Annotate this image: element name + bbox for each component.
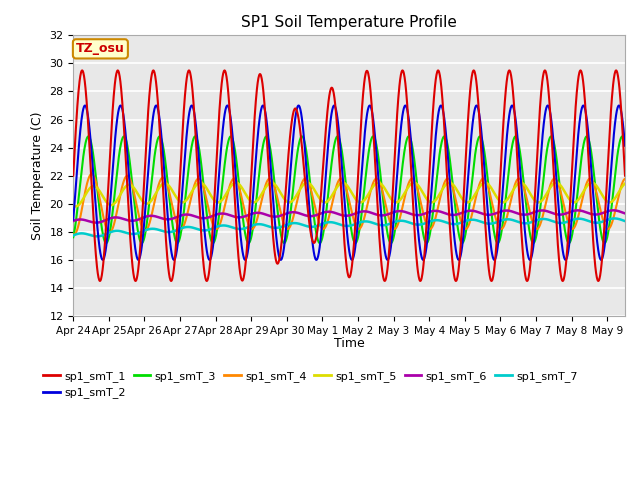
sp1_smT_2	[621, 143, 629, 149]
sp1_smT_4	[229, 176, 237, 182]
sp1_smT_6	[548, 210, 556, 216]
sp1_smT_3	[512, 133, 520, 139]
sp1_smT_5	[69, 203, 77, 209]
sp1_smT_2	[168, 254, 176, 260]
sp1_smT_5	[621, 181, 629, 187]
sp1_smT_6	[229, 213, 237, 219]
sp1_smT_5	[279, 194, 287, 200]
sp1_smT_7	[69, 232, 77, 238]
sp1_smT_1	[621, 173, 629, 179]
sp1_smT_6	[169, 216, 177, 221]
sp1_smT_4	[69, 231, 77, 237]
Line: sp1_smT_3: sp1_smT_3	[73, 136, 625, 243]
Line: sp1_smT_4: sp1_smT_4	[73, 174, 625, 235]
sp1_smT_4	[488, 197, 495, 203]
sp1_smT_5	[169, 189, 177, 194]
sp1_smT_2	[228, 132, 236, 137]
sp1_smT_4	[169, 206, 177, 212]
sp1_smT_4	[180, 223, 188, 229]
Line: sp1_smT_5: sp1_smT_5	[73, 183, 625, 206]
sp1_smT_2	[437, 103, 445, 108]
sp1_smT_6	[69, 218, 77, 224]
sp1_smT_1	[180, 113, 188, 119]
Line: sp1_smT_7: sp1_smT_7	[73, 218, 625, 236]
Legend: sp1_smT_1, sp1_smT_2, sp1_smT_3, sp1_smT_4, sp1_smT_5, sp1_smT_6, sp1_smT_7: sp1_smT_1, sp1_smT_2, sp1_smT_3, sp1_smT…	[39, 367, 582, 403]
sp1_smT_1	[549, 151, 557, 157]
sp1_smT_4	[549, 177, 557, 183]
sp1_smT_1	[78, 68, 86, 73]
sp1_smT_2	[419, 257, 427, 263]
sp1_smT_5	[488, 185, 495, 191]
sp1_smT_7	[621, 218, 629, 224]
sp1_smT_3	[487, 204, 495, 210]
X-axis label: Time: Time	[333, 337, 365, 350]
sp1_smT_7	[487, 221, 495, 227]
sp1_smT_7	[93, 233, 101, 239]
sp1_smT_3	[168, 220, 176, 226]
sp1_smT_5	[229, 181, 237, 187]
sp1_smT_6	[92, 220, 100, 226]
sp1_smT_6	[179, 212, 187, 218]
sp1_smT_3	[278, 238, 286, 244]
Y-axis label: Soil Temperature (C): Soil Temperature (C)	[31, 111, 44, 240]
sp1_smT_7	[229, 225, 237, 230]
sp1_smT_2	[488, 247, 495, 253]
sp1_smT_5	[374, 180, 382, 186]
sp1_smT_4	[88, 171, 95, 177]
sp1_smT_7	[611, 216, 618, 221]
sp1_smT_5	[549, 182, 557, 188]
sp1_smT_5	[72, 204, 79, 209]
sp1_smT_4	[621, 176, 629, 181]
sp1_smT_3	[179, 218, 186, 224]
sp1_smT_7	[548, 218, 556, 224]
sp1_smT_1	[96, 278, 104, 284]
Line: sp1_smT_1: sp1_smT_1	[73, 71, 625, 281]
sp1_smT_2	[278, 253, 286, 259]
Line: sp1_smT_2: sp1_smT_2	[73, 106, 625, 260]
sp1_smT_6	[487, 212, 495, 217]
sp1_smT_1	[69, 173, 77, 179]
sp1_smT_3	[529, 240, 537, 246]
sp1_smT_2	[179, 182, 186, 188]
sp1_smT_4	[280, 219, 287, 225]
sp1_smT_5	[179, 199, 187, 205]
sp1_smT_6	[609, 207, 617, 213]
sp1_smT_3	[621, 139, 629, 145]
sp1_smT_1	[169, 272, 177, 278]
sp1_smT_3	[228, 136, 236, 142]
sp1_smT_6	[621, 211, 629, 216]
Line: sp1_smT_6: sp1_smT_6	[73, 210, 625, 223]
sp1_smT_7	[169, 228, 177, 234]
sp1_smT_7	[279, 224, 287, 229]
sp1_smT_2	[549, 130, 557, 135]
sp1_smT_7	[179, 225, 187, 230]
sp1_smT_2	[69, 217, 77, 223]
sp1_smT_4	[70, 232, 78, 238]
sp1_smT_6	[279, 212, 287, 218]
Title: SP1 Soil Temperature Profile: SP1 Soil Temperature Profile	[241, 15, 457, 30]
sp1_smT_1	[229, 168, 237, 174]
Text: TZ_osu: TZ_osu	[76, 42, 125, 55]
sp1_smT_1	[280, 221, 287, 227]
sp1_smT_3	[549, 135, 557, 141]
sp1_smT_3	[69, 234, 77, 240]
sp1_smT_1	[488, 278, 495, 284]
